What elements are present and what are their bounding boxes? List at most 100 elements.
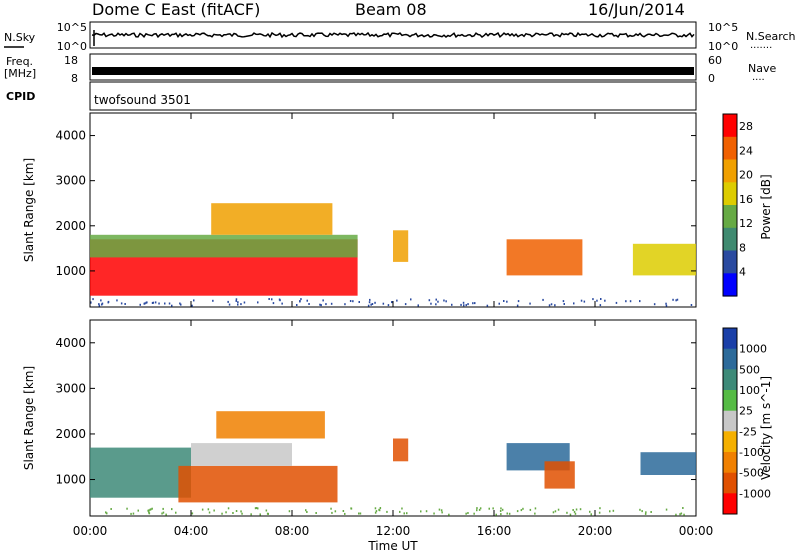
scatter-point [257, 507, 259, 510]
heatmap-region [632, 243, 696, 276]
x-tick-label: 04:00 [174, 524, 209, 538]
scatter-point [158, 302, 160, 305]
colorbar-segment [723, 136, 737, 161]
scatter-point [306, 299, 308, 302]
scatter-point [162, 507, 164, 510]
scatter-point [371, 303, 374, 305]
heatmap-region [90, 447, 191, 498]
scatter-point [462, 301, 465, 304]
colorbar-segment [723, 390, 737, 412]
colorbar-tick-label: 28 [739, 120, 753, 133]
colorbar-segment [723, 159, 737, 183]
scatter-point [665, 508, 668, 511]
scatter-point [460, 303, 462, 306]
velocity-colorbar: 1000 500 100 25 -25 -100 -500 -1000 [722, 327, 771, 515]
scatter-point [180, 303, 182, 306]
y-tick-label: 2000 [55, 427, 86, 441]
colorbar-tick-label: 1000 [739, 343, 767, 356]
scatter-point [517, 300, 520, 303]
scatter-point [208, 511, 211, 514]
power-panel: Slant Range [km] 1000 2000 3000 4000 4 8 12 16… [22, 112, 773, 308]
scatter-point [683, 513, 685, 516]
scatter-point [305, 509, 307, 512]
scatter-point [378, 509, 381, 512]
scatter-point [116, 299, 118, 302]
scatter-point [375, 510, 378, 513]
scatter-point [212, 299, 214, 302]
scatter-point [268, 298, 270, 300]
x-tick-label: 12:00 [376, 524, 411, 538]
scatter-point [152, 301, 155, 304]
scatter-point [476, 509, 478, 512]
scatter-point [255, 507, 258, 509]
scatter-point [506, 300, 508, 303]
y-tick-label: 3000 [55, 381, 86, 395]
velocity-x-axis: 00:00 04:00 08:00 12:00 16:00 20:00 00:00 [73, 113, 714, 538]
y-tick-label: 4000 [55, 336, 86, 350]
freq-label: Freq. [6, 55, 33, 68]
scatter-point [221, 512, 223, 515]
scatter-point [162, 511, 165, 514]
scatter-point [629, 300, 632, 303]
scatter-point [529, 508, 532, 511]
scatter-point [257, 301, 259, 304]
x-tick-label: 00:00 [679, 524, 714, 538]
scatter-point [522, 507, 524, 510]
scatter-point [265, 509, 268, 512]
scatter-point [235, 510, 238, 512]
scatter-point [171, 508, 173, 511]
colorbar-tick-label: 25 [739, 405, 753, 418]
scatter-point [639, 508, 641, 511]
scatter-point [569, 513, 572, 516]
heatmap-region [90, 234, 358, 258]
scatter-point [288, 510, 291, 513]
scatter-point [542, 298, 544, 301]
scatter-point [225, 511, 227, 514]
scatter-point [235, 298, 238, 301]
scatter-point [228, 303, 231, 306]
scatter-point [132, 512, 135, 515]
scatter-point [406, 512, 408, 515]
nsearch-dots: ....... [750, 40, 772, 51]
scatter-point [237, 301, 239, 304]
scatter-point [428, 299, 431, 302]
nsearch-tick-top: 10^5 [708, 21, 738, 34]
colorbar-tick-label: 16 [739, 193, 753, 206]
scatter-point [171, 304, 173, 307]
scatter-point [445, 300, 447, 303]
nsky-tick-top: 10^5 [57, 21, 87, 34]
scatter-point [151, 302, 154, 304]
colorbar-segment [723, 227, 737, 252]
heatmap-region [216, 411, 325, 439]
nsky-series [91, 30, 695, 46]
x-tick-label: 00:00 [73, 524, 108, 538]
scatter-point [575, 508, 578, 511]
nave-tick-top: 60 [708, 54, 722, 67]
scatter-point [579, 508, 582, 511]
scatter-point [331, 511, 333, 514]
nave-dots: .... [752, 72, 765, 83]
scatter-point [435, 298, 437, 301]
scatter-point [599, 507, 601, 510]
scatter-point [137, 509, 139, 512]
scatter-point [100, 299, 102, 302]
scatter-point [534, 512, 536, 515]
scatter-point [90, 301, 92, 304]
scatter-point [325, 303, 327, 306]
scatter-point [148, 511, 150, 514]
scatter-point [396, 299, 398, 302]
scatter-point [98, 304, 101, 307]
scatter-point [467, 303, 469, 306]
scatter-point [130, 512, 132, 515]
scatter-point [573, 302, 575, 305]
colorbar-tick-label: -25 [739, 425, 757, 438]
scatter-point [334, 510, 337, 513]
scatter-point [451, 303, 453, 306]
scatter-point [495, 513, 497, 516]
scatter-point [650, 511, 652, 513]
scatter-point [598, 511, 601, 514]
velocity-ylabel: Slant Range [km] [22, 366, 36, 470]
colorbar-segment [723, 328, 737, 350]
cpid-strip-frame [89, 81, 697, 111]
scatter-point [315, 512, 317, 514]
